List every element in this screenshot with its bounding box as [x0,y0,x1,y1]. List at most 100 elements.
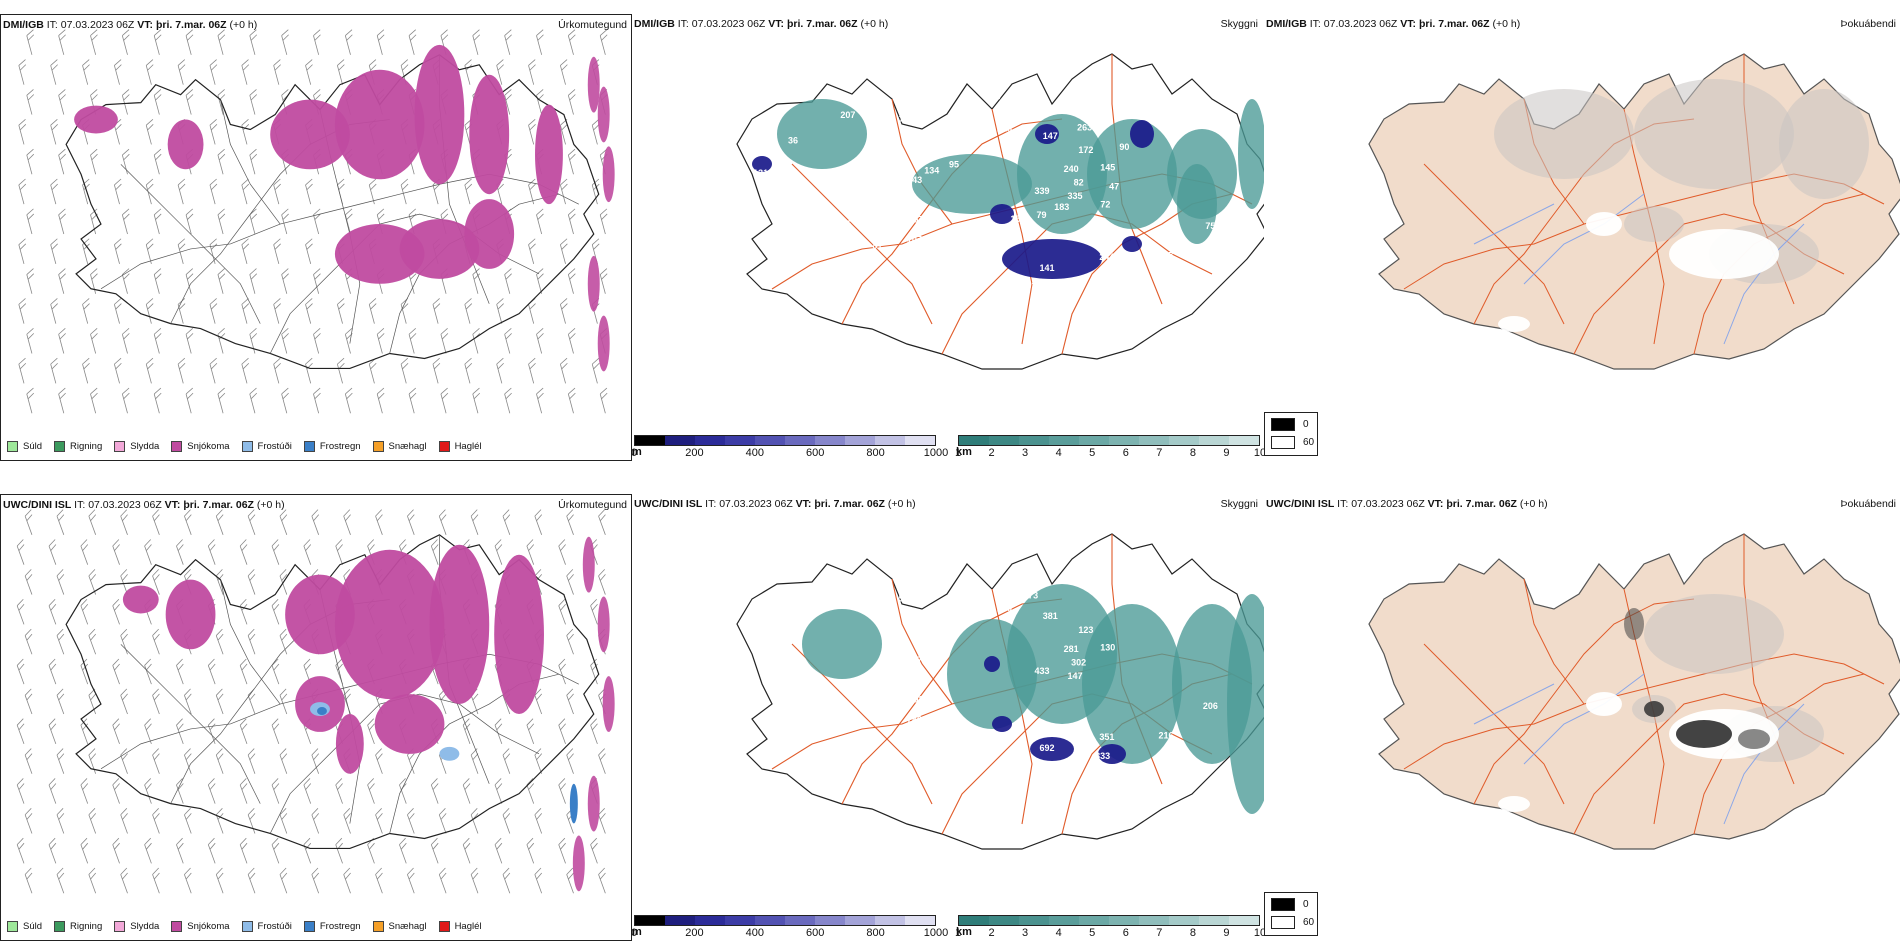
wind-barb [177,298,186,324]
wind-barb [56,867,65,894]
wind-barb [464,298,473,324]
fog-legend: 0 60 [1264,412,1318,456]
wind-barb [305,357,313,384]
legend-item: Frostregn [303,921,361,932]
colorbar-step [959,436,989,445]
fog-overlay [1473,594,1824,825]
precip-map-dmi [18,29,615,414]
wind-barb [48,598,57,625]
wind-barb [337,357,345,384]
wind-barb [528,298,536,324]
visibility-colorbar: 1 2 3 4 5 6 7 8 9 10 km [955,915,1266,940]
wind-barb [273,298,281,324]
legend-swatch [171,441,183,452]
snow-streak [572,835,585,892]
colorbar-tick-label: 6 [1122,447,1129,459]
ceiling-value-label: 178 [900,681,915,691]
wind-barb [215,867,224,894]
ceiling-value-label: 208 [840,590,855,600]
fog-map-uwc [1368,533,1900,850]
wind-barb [558,837,566,864]
colorbar-step [1109,436,1139,445]
ceiling-value-label: 98 [880,699,890,709]
wind-barb [279,569,288,595]
wind-barb [399,837,407,864]
road-line [941,213,1213,355]
wind-barb [273,238,281,264]
wind-barb [279,628,288,655]
low-ceiling-area [1122,236,1142,252]
wind-barb [121,29,130,55]
wind-barb [153,208,162,235]
wind-barb [496,357,504,384]
legend-swatch [7,921,18,932]
wind-barb [153,387,162,414]
ceiling-value-label: 75 [1205,221,1215,231]
wind-barb [344,208,353,235]
colorbar-step [1049,916,1079,925]
colorbar-swatches [634,915,936,926]
wind-barb [185,268,194,294]
ceiling-value-label: 133 [976,745,991,755]
wind-barb [335,539,343,565]
legend-label: Haglél [454,921,482,932]
wind-barb [279,509,288,535]
colorbar-tick-label: 6 [1122,927,1129,939]
wind-barb [590,718,598,745]
snow-area [165,579,216,650]
legend-item: Snæhagl [372,921,427,932]
ceiling-value-label: 218 [997,124,1012,134]
colorbar-step [665,916,695,925]
wind-barb [311,509,320,535]
wind-barb [279,867,288,894]
wind-barb [239,778,248,804]
wind-barb [239,718,248,745]
colorbar-step [905,916,935,925]
colorbar-step [1079,436,1109,445]
road-line [1523,578,1585,705]
wind-barb [534,808,543,834]
ceiling-value-label: 134 [924,165,939,175]
legend-label: Slydda [130,921,160,932]
colorbar-tick-label: 5 [1089,927,1096,939]
wind-barb [534,748,543,774]
wind-barb [152,748,160,774]
wind-barb [281,29,289,55]
wind-barb [536,387,544,414]
wind-barb [80,598,89,625]
wind-barb [24,569,33,595]
wind-barb [335,778,343,804]
glacier [1498,796,1530,812]
visibility-map-dmi: 339 671 218 244 131 240 569 103 75 125 147 141 36 82 1… [736,53,1264,370]
wind-barb [313,268,321,294]
ceiling-value-label: 786 [907,715,922,725]
wind-barb [375,748,383,774]
ceiling-value-label: 183 [1054,202,1069,212]
wind-barb [185,387,194,414]
wind-barb [176,539,184,565]
wind-barb [120,748,128,774]
wind-barb [185,328,194,354]
wind-barb [247,509,256,535]
wind-barb [239,658,248,685]
wind-barb [558,718,566,745]
wind-barb [558,598,566,625]
ceiling-value-label: 198 [864,200,879,210]
visibility-overlay: 339 671 218 244 131 240 569 103 75 125 147 141 36 82 1… [752,91,1264,290]
wind-barb [48,778,57,804]
wind-barb [494,718,503,745]
fog-legend-swatch [1271,436,1295,449]
snow-area [374,694,445,754]
wind-barb [560,298,568,324]
colorbar-tick-label: 1000 [923,447,949,459]
colorbar-tick-label: 2 [988,927,995,939]
fog-legend-label: 60 [1303,917,1315,928]
wind-barb [209,118,218,145]
wind-barb [241,118,250,145]
wind-barb [56,628,65,655]
legend-item: Snæhagl [372,441,427,452]
ceiling-value-label: 206 [1203,701,1218,711]
snow-area [494,554,544,715]
wind-barb [560,357,568,384]
wind-barb [311,867,320,894]
